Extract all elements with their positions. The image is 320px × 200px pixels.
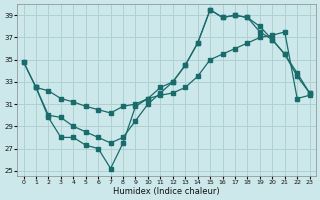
- X-axis label: Humidex (Indice chaleur): Humidex (Indice chaleur): [113, 187, 220, 196]
